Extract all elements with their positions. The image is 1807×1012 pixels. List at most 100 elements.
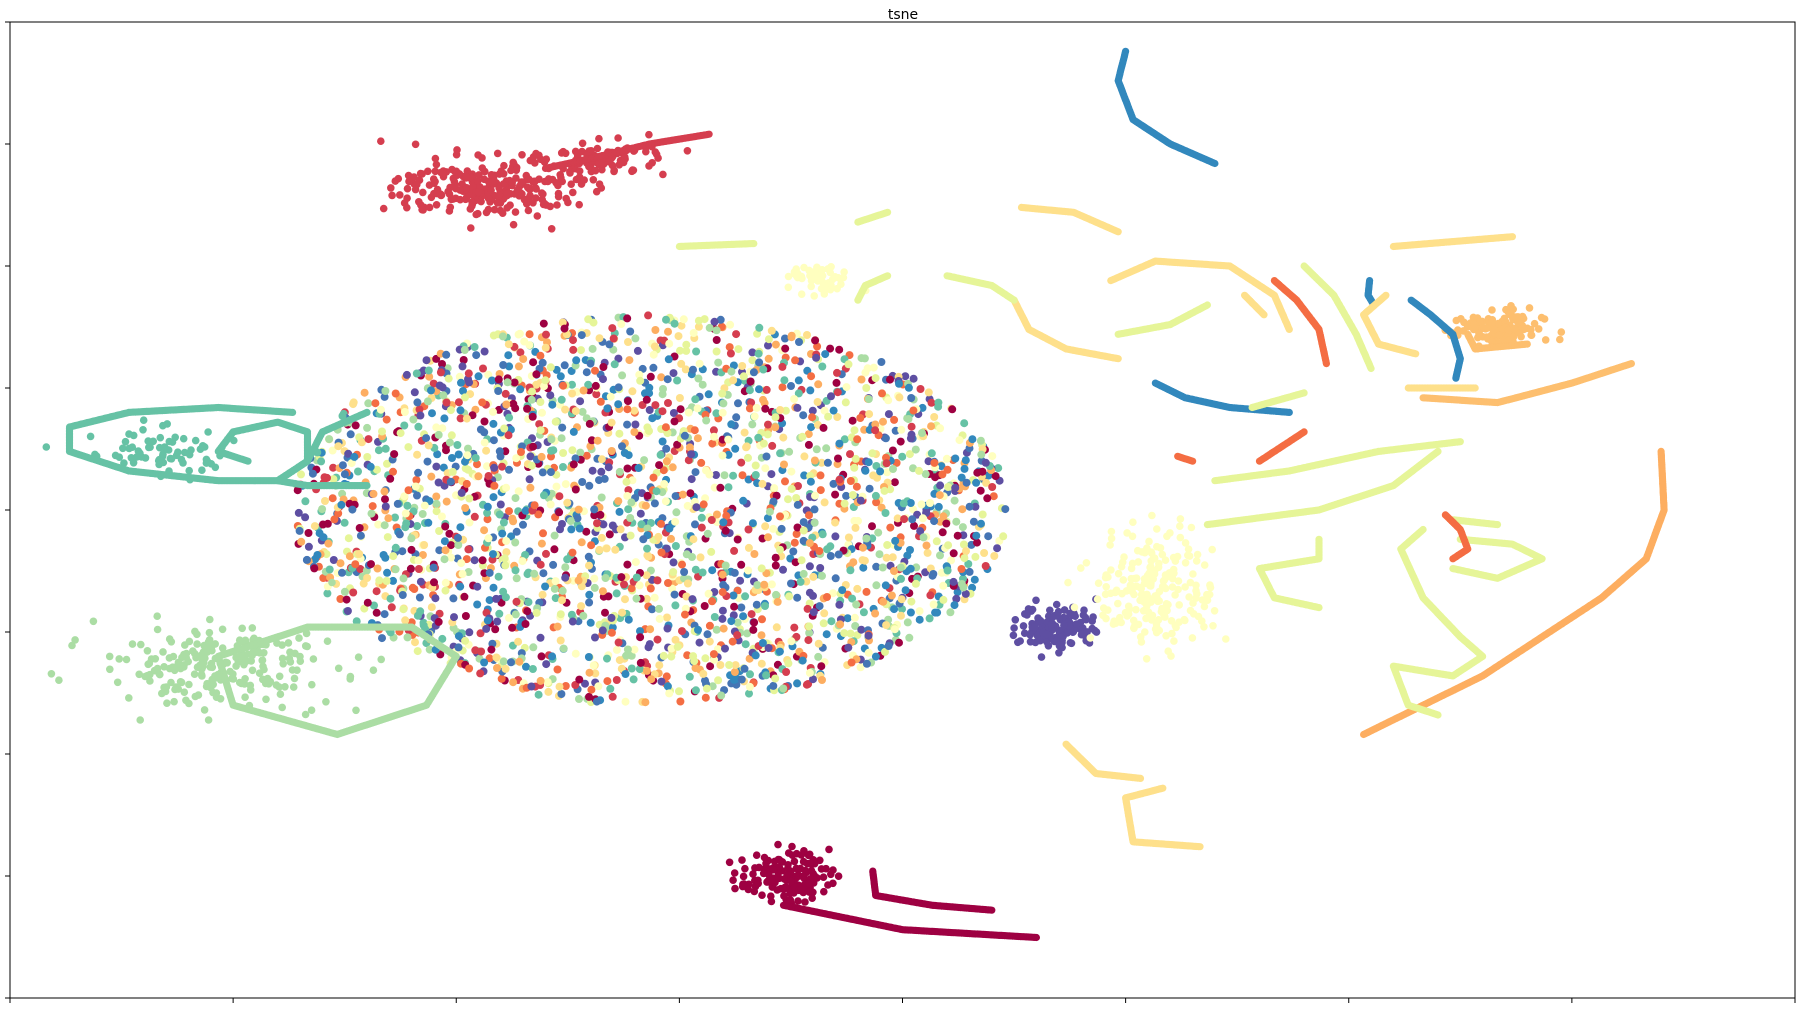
scatter-point bbox=[502, 400, 511, 409]
scatter-point bbox=[379, 204, 388, 213]
scatter-point bbox=[871, 652, 880, 661]
scatter-point bbox=[248, 624, 257, 632]
scatter-point bbox=[484, 472, 493, 480]
scatter-point bbox=[864, 648, 873, 657]
scatter-point bbox=[498, 462, 506, 471]
scatter-point bbox=[322, 698, 330, 706]
scatter-point bbox=[653, 576, 662, 585]
scatter-point bbox=[976, 486, 985, 495]
scatter-point bbox=[1001, 505, 1010, 514]
scatter-point bbox=[961, 456, 970, 465]
scatter-point bbox=[528, 412, 537, 421]
scatter-point bbox=[380, 521, 389, 530]
scatter-point bbox=[1200, 561, 1209, 569]
scatter-point bbox=[897, 595, 906, 604]
scatter-point bbox=[653, 635, 662, 644]
scatter-point bbox=[550, 531, 559, 540]
scatter-point bbox=[588, 344, 597, 353]
scatter-point bbox=[774, 840, 782, 849]
scatter-point bbox=[378, 634, 386, 643]
scatter-point bbox=[932, 537, 941, 546]
scatter-point bbox=[489, 583, 498, 592]
scatter-point bbox=[519, 520, 527, 529]
scatter-point bbox=[560, 361, 569, 370]
scatter-point bbox=[151, 655, 160, 663]
scatter-point bbox=[767, 892, 775, 900]
scatter-point bbox=[729, 361, 738, 370]
scatter-point bbox=[122, 655, 131, 664]
scatter-point bbox=[511, 404, 520, 413]
scatter-point bbox=[761, 464, 770, 473]
scatter-point bbox=[800, 471, 809, 480]
scatter-point bbox=[476, 425, 485, 434]
scatter-point bbox=[874, 528, 883, 537]
scatter-point bbox=[638, 364, 647, 373]
scatter-point bbox=[344, 534, 353, 543]
scatter-point bbox=[375, 576, 384, 585]
scatter-point bbox=[697, 523, 706, 532]
scatter-point bbox=[856, 496, 865, 505]
scatter-point bbox=[436, 368, 445, 377]
scatter-point bbox=[1133, 546, 1142, 555]
scatter-point bbox=[352, 617, 361, 626]
scatter-point bbox=[580, 176, 588, 184]
scatter-point bbox=[884, 410, 893, 419]
scatter-point bbox=[506, 201, 514, 209]
scatter-point bbox=[794, 376, 803, 385]
scatter-point bbox=[600, 474, 609, 483]
scatter-point bbox=[871, 609, 880, 618]
scatter-point bbox=[698, 380, 707, 389]
scatter-point bbox=[554, 181, 562, 190]
scatter-point bbox=[1066, 639, 1075, 647]
scatter-point bbox=[423, 457, 432, 466]
scatter-point bbox=[831, 518, 840, 527]
scatter-point bbox=[725, 661, 734, 669]
scatter-point bbox=[606, 158, 614, 166]
scatter-point bbox=[759, 365, 768, 374]
scatter-point bbox=[336, 595, 345, 603]
scatter-point bbox=[391, 389, 400, 398]
scatter-point bbox=[910, 521, 918, 530]
scatter-point bbox=[558, 318, 567, 327]
scatter-point bbox=[865, 410, 874, 419]
scatter-point bbox=[480, 417, 489, 426]
scatter-point bbox=[646, 625, 655, 634]
scatter-point bbox=[848, 491, 857, 499]
scatter-point bbox=[448, 467, 457, 476]
scatter-point bbox=[705, 621, 714, 630]
scatter-point bbox=[587, 541, 596, 550]
scatter-point bbox=[647, 675, 656, 684]
scatter-point bbox=[1192, 586, 1200, 595]
scatter-point bbox=[1099, 611, 1107, 620]
scatter-point bbox=[113, 678, 122, 687]
scatter-point bbox=[585, 668, 594, 677]
scatter-point bbox=[446, 477, 455, 486]
scatter-point bbox=[618, 608, 627, 617]
scatter-point bbox=[1093, 595, 1102, 603]
scatter-point bbox=[380, 610, 389, 619]
scatter-point bbox=[428, 409, 436, 418]
scatter-point bbox=[218, 625, 227, 634]
scatter-point bbox=[737, 458, 746, 467]
scatter-point bbox=[416, 411, 425, 420]
scatter-point bbox=[876, 467, 885, 476]
scatter-point bbox=[1048, 613, 1057, 622]
scatter-point bbox=[841, 398, 850, 407]
scatter-point bbox=[560, 324, 569, 333]
scatter-point bbox=[702, 416, 711, 425]
scatter-point bbox=[485, 568, 494, 577]
scatter-point bbox=[671, 601, 680, 610]
scatter-point bbox=[413, 647, 422, 656]
scatter-point bbox=[861, 466, 870, 475]
scatter-point bbox=[374, 520, 383, 529]
scatter-point bbox=[840, 499, 849, 508]
scatter-point bbox=[561, 405, 570, 414]
scatter-point bbox=[550, 545, 559, 554]
scatter-point bbox=[661, 497, 670, 506]
scatter-point bbox=[467, 224, 475, 232]
scatter-point bbox=[465, 628, 474, 637]
scatter-point bbox=[1176, 515, 1185, 523]
scatter-point bbox=[758, 615, 766, 624]
scatter-point bbox=[848, 416, 857, 425]
scatter-point bbox=[515, 657, 524, 666]
